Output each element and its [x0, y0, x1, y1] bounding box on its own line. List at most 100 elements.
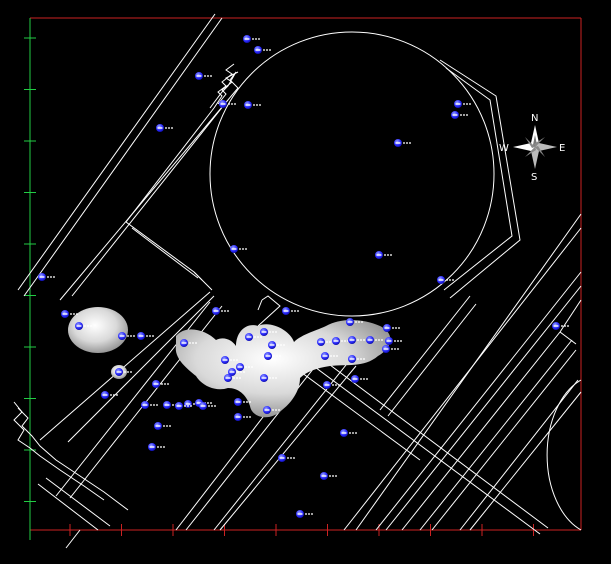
point-center-mark	[269, 344, 275, 346]
survey-point-marker[interactable]	[199, 402, 217, 410]
survey-point-marker[interactable]	[154, 422, 172, 430]
point-center-mark	[261, 331, 267, 333]
survey-point-marker[interactable]	[340, 429, 358, 437]
survey-point-marker[interactable]	[137, 332, 155, 340]
point-center-mark	[341, 432, 347, 434]
survey-point-marker[interactable]	[244, 101, 262, 109]
survey-point-marker[interactable]	[243, 35, 261, 43]
survey-point-marker[interactable]	[323, 381, 341, 389]
point-center-mark	[176, 405, 182, 407]
point-center-mark	[229, 371, 235, 373]
survey-point-marker[interactable]	[221, 356, 239, 364]
survey-point-marker[interactable]	[260, 374, 278, 382]
survey-points	[38, 35, 570, 518]
survey-point-marker[interactable]	[296, 510, 314, 518]
survey-point-marker[interactable]	[437, 276, 455, 284]
point-center-mark	[333, 340, 339, 342]
survey-point-marker[interactable]	[375, 251, 393, 259]
point-center-mark	[386, 340, 392, 342]
point-center-mark	[149, 446, 155, 448]
survey-point-marker[interactable]	[195, 72, 213, 80]
point-center-mark	[283, 310, 289, 312]
point-center-mark	[324, 384, 330, 386]
point-center-mark	[245, 104, 251, 106]
circular-tank	[209, 31, 495, 317]
survey-point-marker[interactable]	[282, 307, 300, 315]
survey-point-marker[interactable]	[348, 355, 366, 363]
survey-point-marker[interactable]	[254, 46, 272, 54]
survey-point-marker[interactable]	[454, 100, 472, 108]
survey-point-marker[interactable]	[148, 443, 166, 451]
survey-point-marker[interactable]	[263, 406, 281, 414]
survey-point-marker[interactable]	[38, 273, 56, 281]
survey-point-marker[interactable]	[245, 333, 263, 341]
survey-point-marker[interactable]	[260, 328, 278, 336]
survey-point-marker[interactable]	[101, 391, 119, 399]
survey-point-marker[interactable]	[212, 307, 230, 315]
survey-point-marker[interactable]	[321, 352, 339, 360]
survey-point-marker[interactable]	[320, 472, 338, 480]
survey-point-marker[interactable]	[180, 339, 198, 347]
point-center-mark	[157, 127, 163, 129]
survey-point-marker[interactable]	[264, 352, 282, 360]
point-center-mark	[244, 38, 250, 40]
point-center-mark	[196, 75, 202, 77]
point-center-mark	[352, 378, 358, 380]
survey-point-marker[interactable]	[385, 337, 403, 345]
point-center-mark	[119, 335, 125, 337]
survey-point-marker[interactable]	[115, 368, 133, 376]
survey-point-marker[interactable]	[219, 100, 237, 108]
survey-point-marker[interactable]	[552, 322, 570, 330]
blob-left	[68, 307, 128, 353]
point-center-mark	[255, 49, 261, 51]
survey-point-marker[interactable]	[141, 401, 159, 409]
point-center-mark	[153, 383, 159, 385]
point-center-mark	[200, 405, 206, 407]
point-center-mark	[235, 401, 241, 403]
survey-point-marker[interactable]	[118, 332, 136, 340]
survey-point-marker[interactable]	[451, 111, 469, 119]
point-center-mark	[39, 276, 45, 278]
point-center-mark	[367, 339, 373, 341]
compass-west-label: W	[499, 143, 509, 154]
survey-point-marker[interactable]	[75, 322, 93, 330]
compass-north-label: N	[531, 113, 538, 124]
survey-point-marker[interactable]	[175, 402, 193, 410]
point-center-mark	[102, 394, 108, 396]
survey-point-marker[interactable]	[234, 413, 252, 421]
point-center-mark	[196, 402, 202, 404]
survey-point-marker[interactable]	[382, 345, 400, 353]
survey-point-marker[interactable]	[348, 336, 366, 344]
point-center-mark	[279, 457, 285, 459]
survey-point-marker[interactable]	[394, 139, 412, 147]
point-center-mark	[349, 358, 355, 360]
point-center-mark	[265, 355, 271, 357]
point-center-mark	[142, 404, 148, 406]
survey-point-marker[interactable]	[152, 380, 170, 388]
survey-point-marker[interactable]	[346, 318, 364, 326]
point-center-mark	[384, 327, 390, 329]
survey-point-marker[interactable]	[156, 124, 174, 132]
survey-point-marker[interactable]	[351, 375, 369, 383]
survey-point-marker[interactable]	[236, 363, 254, 371]
survey-point-marker[interactable]	[230, 245, 248, 253]
point-center-mark	[297, 513, 303, 515]
map-frame	[24, 17, 582, 540]
point-center-mark	[62, 313, 68, 315]
survey-point-marker[interactable]	[268, 341, 286, 349]
survey-point-marker[interactable]	[224, 374, 242, 382]
point-center-mark	[438, 279, 444, 281]
survey-point-marker[interactable]	[228, 368, 246, 376]
point-center-mark	[553, 325, 559, 327]
point-center-mark	[220, 103, 226, 105]
survey-point-marker[interactable]	[278, 454, 296, 462]
survey-point-marker[interactable]	[61, 310, 79, 318]
point-center-mark	[155, 425, 161, 427]
point-center-mark	[347, 321, 353, 323]
point-center-mark	[318, 341, 324, 343]
survey-point-marker[interactable]	[366, 336, 384, 344]
survey-point-marker[interactable]	[383, 324, 401, 332]
point-center-mark	[264, 409, 270, 411]
survey-point-marker[interactable]	[234, 398, 252, 406]
